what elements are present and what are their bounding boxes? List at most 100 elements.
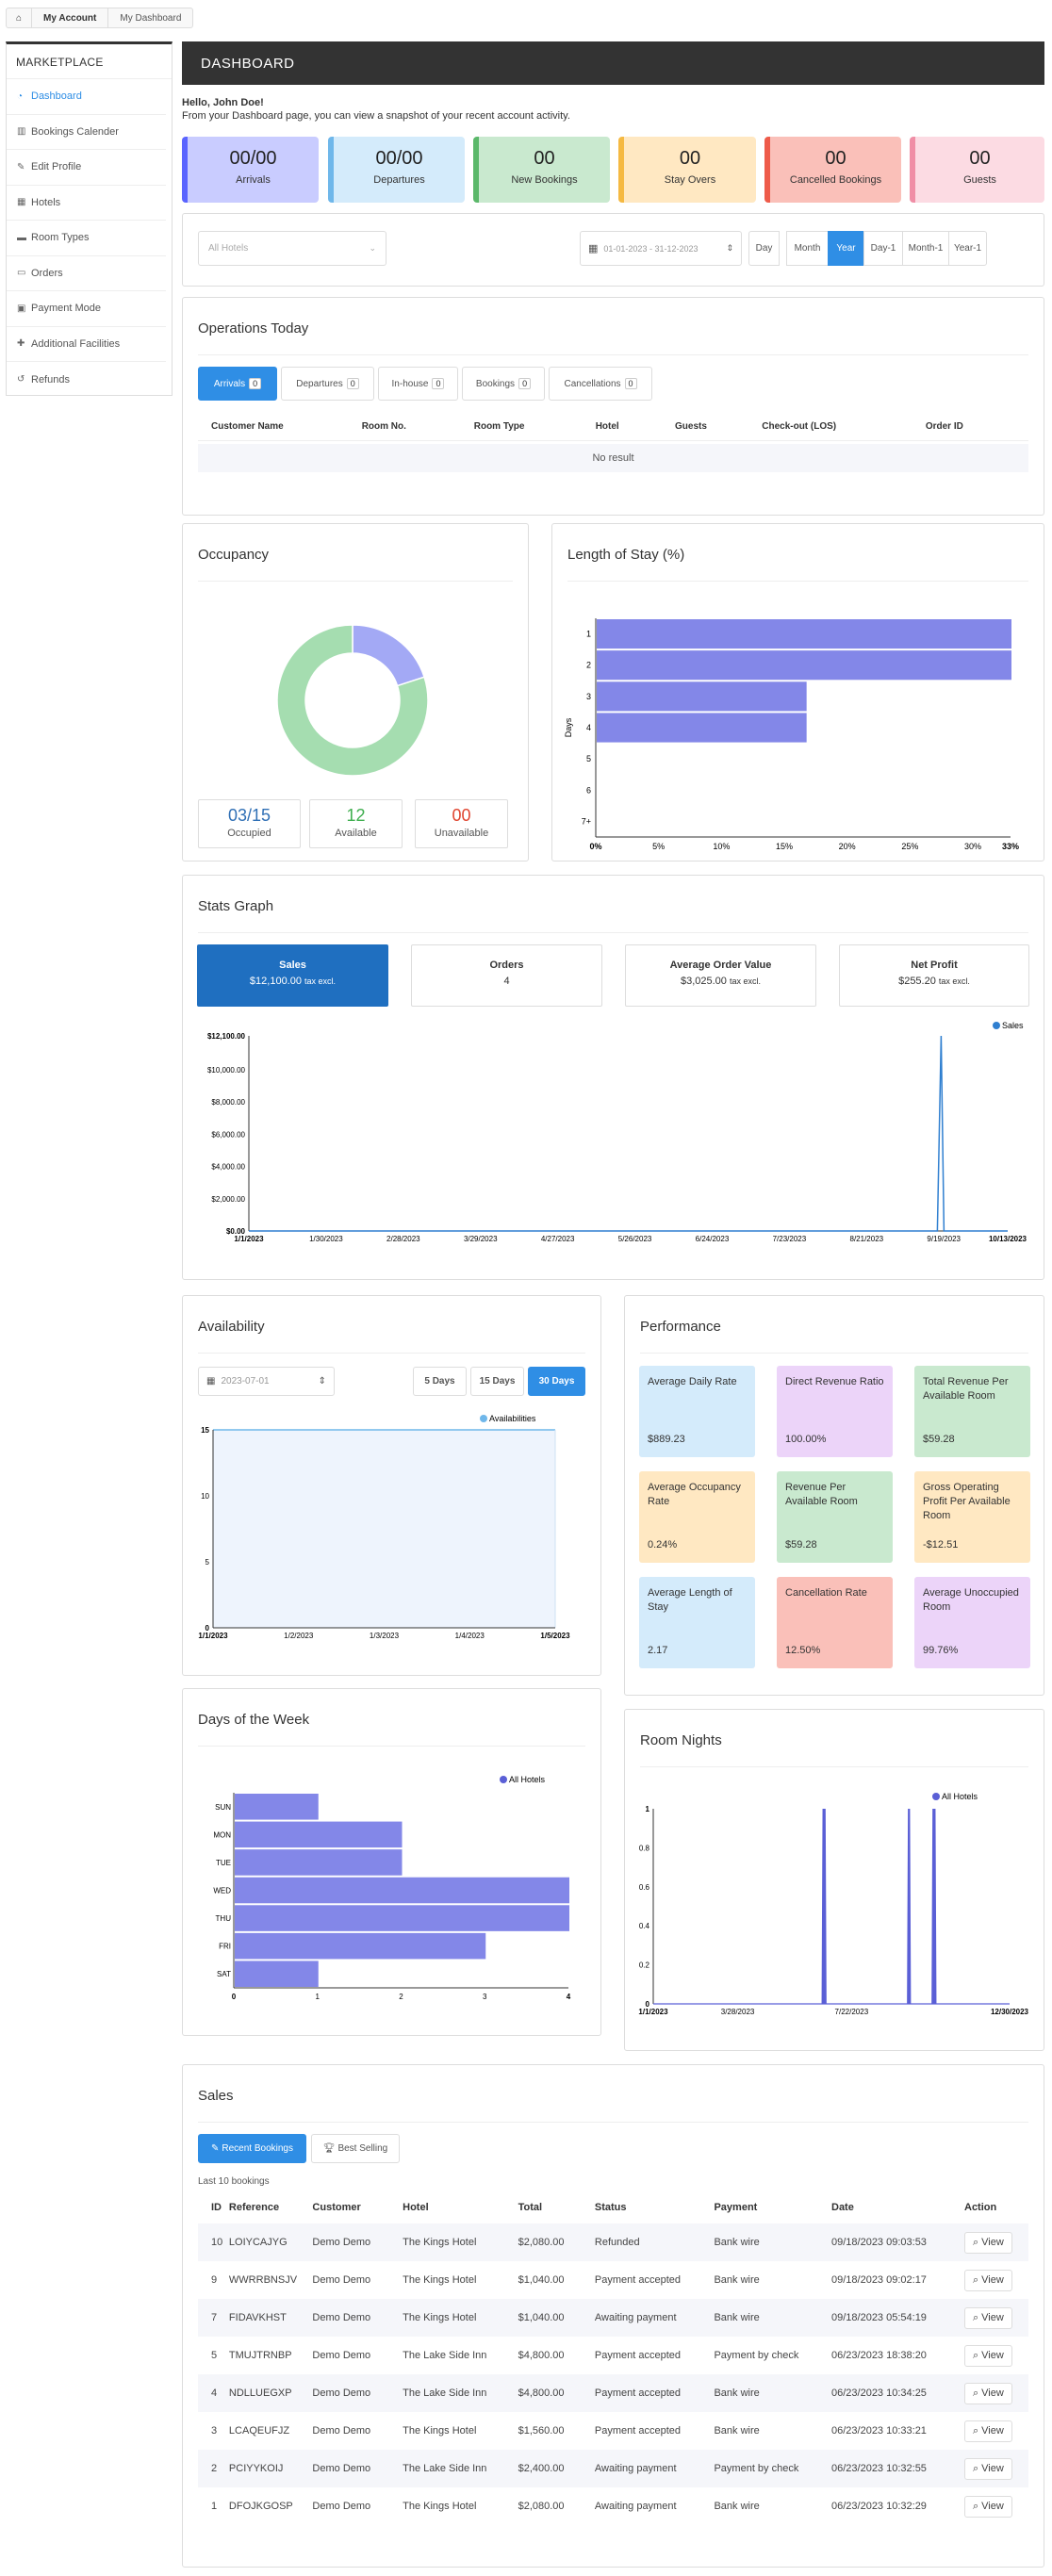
availability-date-picker[interactable]: ▦ 2023-07-01 ⇕ — [198, 1367, 335, 1396]
period-day-1-button[interactable]: Day-1 — [863, 231, 903, 266]
table-cell: LCAQEUFJZ — [228, 2425, 290, 2437]
view-button[interactable]: ⌕ View — [964, 2269, 1012, 2291]
tab-arrivals[interactable]: Arrivals 0 — [198, 367, 277, 401]
y-tick-label: 0 — [646, 2000, 650, 2009]
stat-box-value-line: $255.20 tax excl. — [840, 976, 1028, 987]
table-cell: 06/23/2023 10:33:21 — [831, 2425, 927, 2437]
donut-slice-available — [276, 624, 429, 777]
tab-recent-bookings[interactable]: ✎ Recent Bookings — [198, 2134, 306, 2163]
sidebar-item-refunds[interactable]: ↺ Refunds — [7, 362, 166, 398]
unavailable-box: 00 Unavailable — [415, 799, 508, 848]
sidebar-item-bookings-calender[interactable]: ▥ Bookings Calender — [7, 115, 166, 150]
search-icon: ⌕ — [973, 2311, 979, 2323]
period-day-button[interactable]: Day — [748, 231, 780, 266]
y-tick-label: $2,000.00 — [211, 1195, 245, 1204]
table-cell: 06/23/2023 10:34:25 — [831, 2374, 964, 2412]
unavailable-label: Unavailable — [434, 828, 489, 839]
bar-mon — [235, 1821, 403, 1848]
stat-label: Guests — [963, 174, 996, 186]
period-year-1-button[interactable]: Year-1 — [948, 231, 987, 266]
table-cell: Bank wire — [714, 2374, 831, 2412]
sidebar-item-dashboard[interactable]: ◔ Dashboard — [7, 79, 166, 115]
period-month-1-button[interactable]: Month-1 — [902, 231, 949, 266]
date-range-picker[interactable]: ▦ 01-01-2023 - 31-12-2023 ⇕ — [580, 231, 742, 266]
view-button[interactable]: ⌕ View — [964, 2420, 1012, 2442]
view-button[interactable]: ⌕ View — [964, 2306, 1012, 2329]
table-cell: Bank wire — [714, 2501, 760, 2512]
y-tick-label: $12,100.00 — [207, 1032, 246, 1041]
tab-departures[interactable]: Departures 0 — [281, 367, 374, 401]
stat-box-title: Sales — [279, 960, 306, 971]
legend-label: Availabilities — [489, 1414, 536, 1423]
view-button[interactable]: ⌕ View — [964, 2457, 1012, 2480]
view-button[interactable]: ⌕ View — [964, 2382, 1012, 2404]
period-month-button[interactable]: Month — [786, 231, 829, 266]
greeting: Hello, John Doe! From your Dashboard pag… — [182, 96, 570, 123]
sidebar-item-additional-facilities[interactable]: ✚ Additional Facilities — [7, 327, 166, 362]
category-label: WED — [213, 1887, 231, 1895]
table-cell: Bank wire — [714, 2299, 831, 2337]
metric-label: Average Length of Stay — [648, 1587, 732, 1613]
breadcrumb-my-account[interactable]: My Account — [32, 8, 109, 27]
stat-box-title: Net Profit — [911, 960, 958, 971]
metric-label: Gross Operating Profit Per Available Roo… — [923, 1482, 1011, 1521]
y-tick-label: 0.6 — [639, 1883, 650, 1892]
view-button[interactable]: ⌕ View — [964, 2495, 1012, 2518]
breadcrumb-my-dashboard: My Dashboard — [120, 12, 182, 24]
table-cell: 7 — [198, 2299, 229, 2337]
column-header: Hotel — [595, 421, 619, 432]
stat-box-sales[interactable]: Sales $12,100.00 tax excl. — [197, 944, 388, 1007]
y-tick-label: $10,000.00 — [207, 1066, 246, 1075]
table-cell: Bank wire — [714, 2425, 760, 2437]
stat-box-average-order-value[interactable]: Average Order Value $3,025.00 tax excl. — [625, 944, 816, 1007]
sidebar-item-payment-mode[interactable]: ▣ Payment Mode — [7, 291, 166, 327]
stat-box-net-profit[interactable]: Net Profit $255.20 tax excl. — [839, 944, 1029, 1007]
room-nights-panel: Room Nights 0 0.2 0.4 0.6 0.8 1 1/1/2023 3/28/2… — [624, 1709, 1044, 2051]
range-15-days-button[interactable]: 15 Days — [470, 1367, 524, 1396]
availability-panel: Availability ▦ 2023-07-01 ⇕ 5 Days 15 Days 3… — [182, 1295, 601, 1676]
stat-box-value-line: $3,025.00 tax excl. — [626, 976, 815, 987]
occupied-label: Occupied — [227, 828, 271, 839]
period-selector: Day Month Year Day-1 Month-1 Year-1 — [748, 231, 987, 266]
range-5-days-button[interactable]: 5 Days — [413, 1367, 467, 1396]
period-year-button[interactable]: Year — [828, 231, 864, 266]
y-tick-label: 0.4 — [639, 1922, 650, 1930]
stat-box-orders[interactable]: Orders 4 — [411, 944, 602, 1007]
view-button[interactable]: ⌕ View — [964, 2344, 1012, 2367]
days-of-week-title: Days of the Week — [198, 1712, 310, 1728]
sidebar-item-hotels[interactable]: ▦ Hotels — [7, 186, 166, 221]
sidebar-item-label: Room Types — [31, 232, 90, 244]
bar-2 — [597, 650, 1011, 681]
sidebar-title: MARKETPLACE — [7, 44, 172, 79]
home-icon[interactable]: ⌂ — [7, 8, 33, 27]
column-header-total: Total — [518, 2202, 543, 2213]
table-cell: Payment by check — [714, 2450, 831, 2487]
sort-icon: ⇕ — [318, 1376, 326, 1386]
category-label: 3 — [586, 692, 591, 701]
sidebar-item-label: Bookings Calender — [31, 125, 119, 138]
range-30-days-button[interactable]: 30 Days — [528, 1367, 585, 1396]
table-cell: The Kings Hotel — [403, 2425, 477, 2437]
page-title: DASHBOARD — [182, 41, 1044, 85]
table-cell: Payment accepted — [594, 2274, 682, 2286]
bar-1 — [597, 619, 1011, 649]
table-cell: $1,040.00 — [518, 2274, 565, 2286]
sales-line-chart: $0.00 $2,000.00 $4,000.00 $6,000.00 $8,000.0… — [207, 1021, 1027, 1243]
table-cell: The Lake Side Inn — [403, 2450, 518, 2487]
hotel-select[interactable]: All Hotels ⌄ — [198, 231, 386, 266]
availability-chart: 0 5 10 15 1/1/2023 1/2/2023 1/3/2023 1/4/2023 1/… — [198, 1414, 570, 1640]
tab-best-selling[interactable]: 🏆︎ Best Selling — [311, 2134, 400, 2163]
table-cell: The Kings Hotel — [403, 2223, 518, 2261]
tab-in-house[interactable]: In-house 0 — [378, 367, 458, 401]
operations-tabs: Arrivals 0 Departures 0 In-house 0 Bookings 0 Ca… — [198, 367, 652, 401]
tab-cancellations[interactable]: Cancellations 0 — [549, 367, 652, 401]
table-cell: The Kings Hotel — [403, 2501, 477, 2512]
view-button[interactable]: ⌕ View — [964, 2231, 1012, 2254]
sidebar-item-edit-profile[interactable]: ✎ Edit Profile — [7, 150, 166, 186]
view-label: View — [981, 2463, 1004, 2474]
sidebar-item-room-types[interactable]: ▬ Room Types — [7, 221, 166, 256]
stat-box-note: tax excl. — [938, 976, 970, 986]
tab-bookings[interactable]: Bookings 0 — [462, 367, 545, 401]
sidebar-item-orders[interactable]: ▭ Orders — [7, 256, 166, 291]
table-cell: PCIYYKOIJ — [228, 2450, 313, 2487]
